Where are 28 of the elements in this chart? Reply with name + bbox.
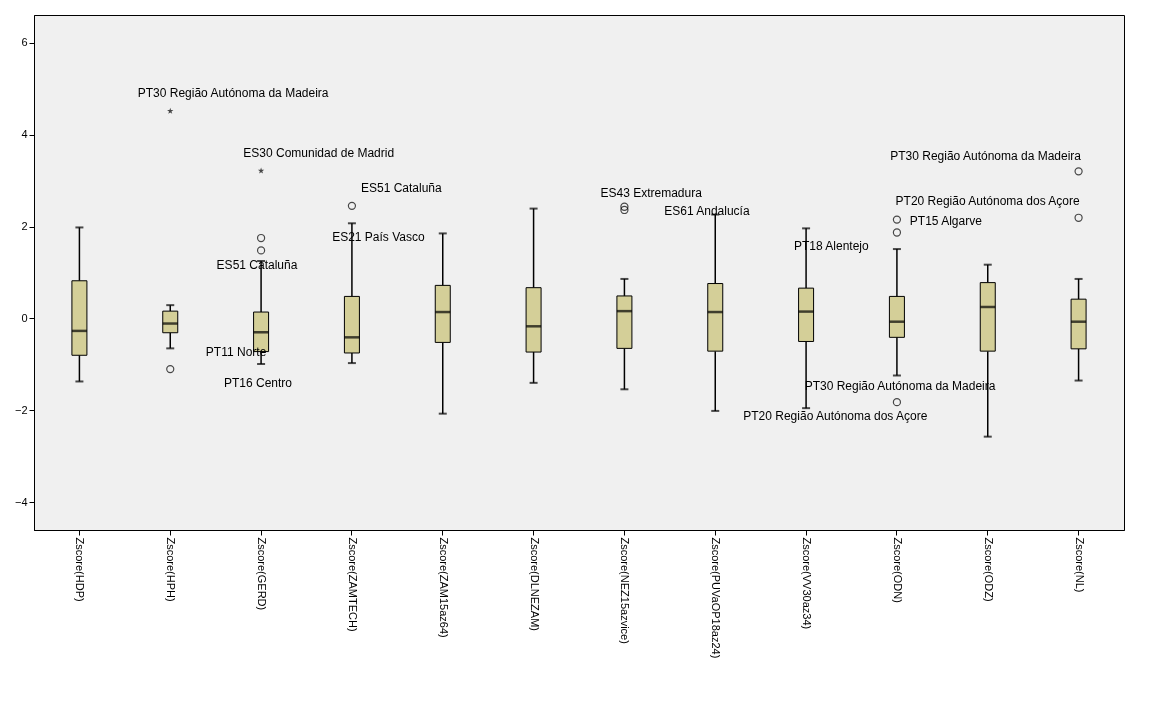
x-tick-label: Zscore(VV30az34) bbox=[801, 537, 814, 630]
annotation: PT15 Algarve bbox=[909, 214, 983, 228]
x-tick-label: Zscore(HPH) bbox=[165, 537, 178, 602]
annotation: PT20 Região Autónoma dos Açore bbox=[895, 194, 1081, 208]
x-tick-label: Zscore(HDP) bbox=[74, 537, 87, 602]
annotation: PT16 Centro bbox=[223, 376, 293, 390]
x-tick-label: Zscore(DLNEZAM) bbox=[528, 537, 541, 632]
y-tick-label: 0 bbox=[21, 311, 28, 324]
y-tick-label: −4 bbox=[14, 495, 28, 508]
x-tick-label: Zscore(GERD) bbox=[256, 537, 269, 611]
y-tick-label: 6 bbox=[21, 36, 28, 49]
y-tick-label: 2 bbox=[21, 220, 28, 233]
annotation: ES61 Andalucía bbox=[664, 204, 750, 218]
annotation: PT30 Região Autónoma da Madeira bbox=[137, 86, 329, 100]
x-tick-label: Zscore(ODN) bbox=[891, 537, 904, 603]
annotation: ES51 Cataluña bbox=[360, 181, 442, 195]
annotation: ES43 Extremadura bbox=[600, 186, 703, 200]
x-tick-label: Zscore(PUVaOP18az24) bbox=[710, 537, 723, 659]
x-tick-label: Zscore(ZAMTECH) bbox=[346, 537, 359, 632]
y-tick-label: 4 bbox=[21, 128, 28, 141]
annotation: ES30 Comunidad de Madrid bbox=[243, 146, 395, 160]
y-tick-label: −2 bbox=[14, 403, 28, 416]
x-tick-label: Zscore(NL) bbox=[1073, 537, 1086, 593]
x-tick-label: Zscore(NEZ15azvice) bbox=[619, 537, 632, 644]
x-tick-label: Zscore(ODZ) bbox=[982, 537, 995, 602]
annotation: PT20 Região Autónoma dos Açore bbox=[743, 409, 928, 423]
x-tick-label: Zscore(ZAM15az64) bbox=[437, 537, 450, 638]
annotation: PT30 Região Autónoma da Madeira bbox=[890, 149, 1082, 163]
